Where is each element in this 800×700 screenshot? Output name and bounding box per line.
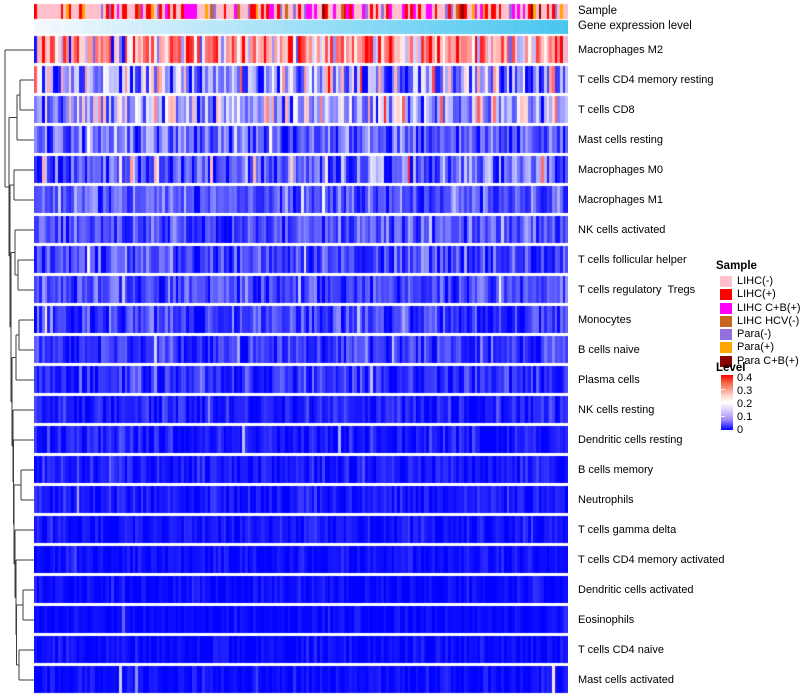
heatmap-row-label: T cells CD8 — [578, 104, 635, 116]
level-tick-label: 0.4 — [737, 372, 753, 384]
legend-color-swatch — [720, 289, 732, 301]
legend-color-swatch — [720, 329, 732, 341]
level-tick-label: 0.2 — [737, 398, 753, 411]
legend-item-label: LIHC(-) — [737, 275, 774, 287]
legend-color-swatch — [720, 342, 732, 354]
legend-color-swatch — [720, 315, 732, 327]
heatmap-row-label: Neutrophils — [578, 494, 634, 506]
sample-legend-item: Para(+) — [716, 341, 800, 354]
legend-color-swatch — [720, 355, 732, 367]
sample-annotation-label: Sample — [578, 5, 617, 17]
heatmap-row-label: Eosinophils — [578, 614, 635, 626]
sample-legend-item: LIHC(-) — [716, 276, 800, 287]
level-gradient-bar — [721, 375, 733, 430]
sample-legend-items: LIHC(-) LIHC(+) LIHC C+B(+) LIHC HCV(-) Para… — [716, 276, 800, 367]
legend-item-label: Para(-) — [737, 328, 772, 341]
legend-item-label: LIHC HCV(-) — [737, 314, 800, 327]
heatmap-row-label: Dendritic cells resting — [578, 434, 683, 446]
dendrogram-lines — [4, 49, 34, 681]
sample-legend-item: LIHC C+B(+) — [716, 301, 800, 314]
heatmap-body — [34, 0, 568, 700]
heatmap-row-label: T cells gamma delta — [578, 524, 677, 536]
gradient-tick-dash — [721, 403, 725, 404]
heatmap-row-label: Mast cells resting — [578, 134, 663, 146]
heatmap-row-label: T cells CD4 memory activated — [578, 554, 725, 566]
heatmap-row-label: Macrophages M2 — [578, 44, 663, 56]
heatmap-row-label: T cells CD4 naive — [578, 644, 664, 656]
heatmap-row-label: Monocytes — [578, 314, 632, 326]
level-tick-label: 0 — [737, 424, 744, 437]
level-legend: Level 0.4 0.3 0.2 0.1 0 — [716, 362, 796, 442]
heatmap-row-label: Plasma cells — [578, 374, 640, 386]
heatmap-row-label: Macrophages M1 — [578, 194, 663, 206]
sample-legend-title: Sample — [716, 260, 757, 272]
sample-legend-item: Para(-) — [716, 328, 800, 341]
legend-item-label: Para(+) — [737, 341, 774, 354]
heatmap-row-label: B cells naive — [578, 344, 640, 356]
sample-legend-item: LIHC(+) — [716, 288, 800, 301]
heatmap-row-label: T cells regulatory Tregs — [578, 284, 696, 296]
level-tick-label: 0.3 — [737, 385, 753, 398]
legend-item-label: Para C+B(+) — [737, 354, 799, 367]
sample-legend: Sample LIHC(-) LIHC(+) LIHC C+B(+) LIHC HCV… — [716, 260, 800, 369]
heatmap-row-label: NK cells resting — [578, 404, 655, 416]
heatmap-row-label: T cells follicular helper — [578, 254, 687, 266]
heatmap-row-label: Dendritic cells activated — [578, 584, 694, 596]
legend-item-label: LIHC(+) — [737, 288, 776, 301]
row-dendrogram — [4, 49, 34, 681]
legend-color-swatch — [720, 302, 732, 314]
gradient-tick-dash — [721, 389, 725, 390]
level-tick-label: 0.1 — [737, 411, 753, 424]
sample-legend-item: LIHC HCV(-) — [716, 314, 800, 327]
heatmap-row-label: NK cells activated — [578, 224, 666, 236]
sample-legend-item: Para C+B(+) — [716, 354, 800, 367]
gene-expression-annotation-label: Gene expression level — [578, 20, 692, 32]
legend-color-swatch — [720, 276, 732, 287]
heatmap-row-label: Mast cells activated — [578, 674, 674, 686]
heatmap-row-label: T cells CD4 memory resting — [578, 74, 714, 86]
heatmap-row-label: Macrophages M0 — [578, 164, 663, 176]
level-legend-title: Level — [716, 362, 746, 374]
legend-item-label: LIHC C+B(+) — [737, 301, 800, 314]
gradient-tick-dash — [721, 416, 725, 417]
heatmap-row-label: B cells memory — [578, 464, 654, 476]
